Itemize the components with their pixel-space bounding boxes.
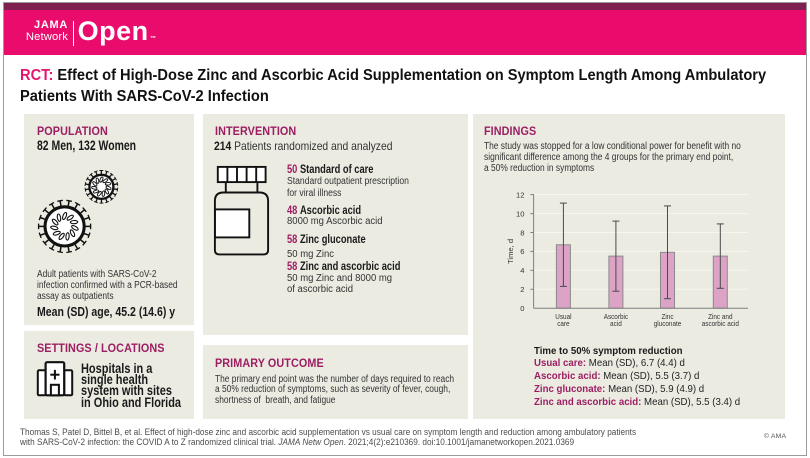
svg-text:Zinc and: Zinc and (708, 313, 733, 321)
svg-text:8: 8 (520, 228, 524, 237)
svg-text:4: 4 (520, 266, 524, 275)
svg-text:12: 12 (516, 190, 524, 199)
svg-text:6: 6 (520, 247, 524, 256)
svg-text:Usual: Usual (555, 313, 572, 321)
svg-text:care: care (557, 320, 569, 328)
svg-text:Time, d: Time, d (506, 239, 515, 264)
svg-text:Zinc: Zinc (661, 313, 673, 321)
svg-text:2: 2 (520, 285, 524, 294)
svg-text:gluconate: gluconate (654, 320, 682, 328)
svg-text:Ascorbic: Ascorbic (604, 313, 629, 321)
svg-text:0: 0 (520, 304, 524, 313)
svg-text:ascorbic acid: ascorbic acid (702, 320, 739, 328)
svg-text:acid: acid (610, 320, 622, 328)
svg-text:10: 10 (516, 209, 524, 218)
